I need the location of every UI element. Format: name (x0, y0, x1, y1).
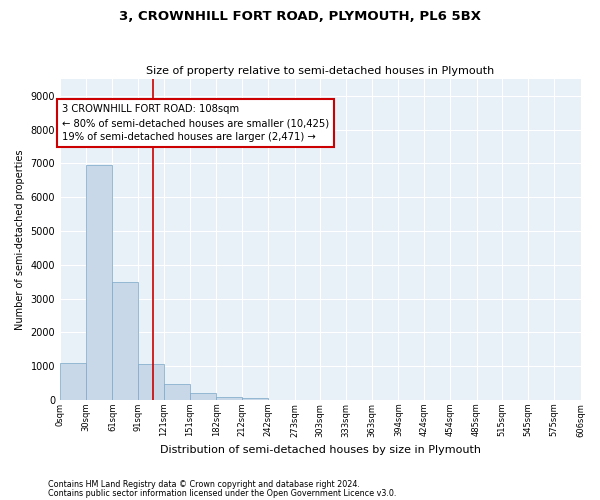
Bar (86, 165, 112, 400)
Title: Size of property relative to semi-detached houses in Plymouth: Size of property relative to semi-detach… (146, 66, 494, 76)
Bar (164, 384, 190, 400)
Bar (112, 282, 138, 400)
Bar (217, 396, 242, 400)
Bar (60, 362, 86, 400)
Text: Contains public sector information licensed under the Open Government Licence v3: Contains public sector information licen… (48, 488, 397, 498)
X-axis label: Distribution of semi-detached houses by size in Plymouth: Distribution of semi-detached houses by … (160, 445, 481, 455)
Bar (138, 364, 164, 400)
Text: 3, CROWNHILL FORT ROAD, PLYMOUTH, PL6 5BX: 3, CROWNHILL FORT ROAD, PLYMOUTH, PL6 5B… (119, 10, 481, 23)
Text: Contains HM Land Registry data © Crown copyright and database right 2024.: Contains HM Land Registry data © Crown c… (48, 480, 360, 489)
Y-axis label: Number of semi-detached properties: Number of semi-detached properties (15, 149, 25, 330)
Bar (242, 398, 268, 400)
Text: 3 CROWNHILL FORT ROAD: 108sqm
← 80% of semi-detached houses are smaller (10,425): 3 CROWNHILL FORT ROAD: 108sqm ← 80% of s… (62, 104, 329, 142)
Bar (190, 393, 217, 400)
